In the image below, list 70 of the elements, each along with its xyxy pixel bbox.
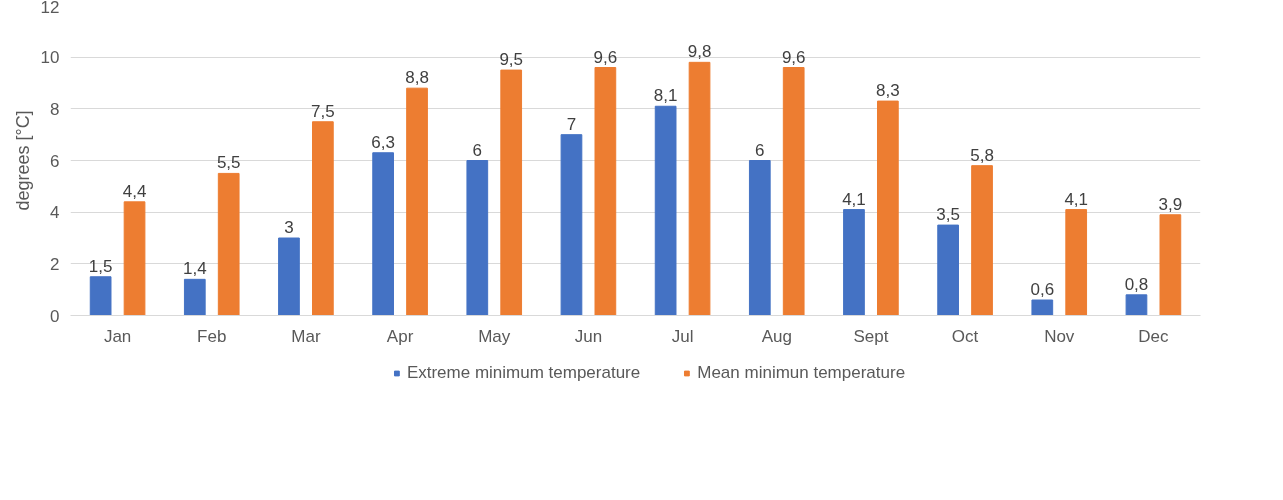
bar	[877, 100, 899, 316]
y-tick-label: 0	[50, 306, 60, 326]
x-tick-label: Dec	[1138, 326, 1170, 346]
x-tick-label: Sept	[853, 326, 889, 346]
bar	[594, 67, 617, 316]
bar	[843, 209, 865, 316]
data-label: 0,8	[1124, 274, 1149, 294]
x-tick-label: Feb	[197, 326, 227, 346]
legend-label: Extreme minimum temperature	[406, 363, 641, 383]
data-label: 8,8	[405, 68, 429, 88]
x-tick-label: May	[478, 326, 511, 346]
bar	[971, 165, 993, 316]
data-label: 4,1	[842, 189, 866, 209]
bar	[500, 69, 523, 316]
bar	[123, 201, 146, 316]
bar	[466, 160, 489, 316]
bar	[183, 278, 206, 316]
bar	[217, 172, 240, 316]
y-tick-label: 8	[50, 99, 60, 119]
data-label: 5,5	[216, 153, 241, 173]
data-label: 6	[755, 140, 765, 160]
bar	[748, 160, 771, 316]
bar	[937, 224, 959, 316]
x-tick-label: Aug	[761, 326, 792, 346]
bar	[406, 87, 428, 316]
data-label: 3,5	[936, 205, 960, 225]
bar	[1159, 214, 1182, 316]
bar	[278, 237, 300, 316]
data-label: 1,5	[88, 256, 113, 276]
bar	[560, 134, 583, 316]
y-tick-label: 10	[40, 48, 60, 68]
x-tick-label: Mar	[291, 326, 321, 346]
y-axis-title: degrees [°C]	[12, 110, 33, 211]
data-label: 8,3	[876, 81, 900, 101]
data-label: 8,1	[653, 86, 678, 106]
bar	[688, 61, 711, 316]
y-tick-label: 4	[50, 203, 60, 223]
data-label: 0,6	[1030, 280, 1055, 299]
data-label: 7,5	[311, 101, 335, 121]
data-label: 7	[566, 114, 577, 134]
data-label: 4,4	[122, 181, 147, 201]
x-tick-label: Apr	[386, 326, 414, 346]
bar	[1031, 299, 1054, 316]
bar	[1065, 209, 1088, 316]
data-label: 3	[284, 218, 294, 237]
bar	[782, 67, 805, 316]
legend-label: Mean minimun temperature	[697, 363, 906, 383]
data-label: 9,6	[781, 47, 806, 67]
x-tick-label: Nov	[1044, 326, 1075, 346]
x-tick-label: Jun	[574, 326, 603, 346]
data-label: 1,4	[182, 259, 207, 279]
x-tick-label: Jan	[103, 326, 132, 346]
y-tick-label: 2	[50, 254, 60, 274]
y-tick-label: 12	[40, 0, 60, 17]
data-label: 3,9	[1158, 194, 1183, 214]
data-label: 6,3	[371, 132, 395, 152]
data-label: 6	[472, 140, 483, 160]
bar	[312, 121, 334, 316]
bar	[654, 105, 677, 316]
y-tick-label: 6	[50, 151, 60, 171]
data-label: 5,8	[970, 145, 994, 165]
x-tick-label: Oct	[951, 326, 979, 346]
data-label: 9,8	[687, 42, 712, 62]
data-label: 9,6	[593, 47, 618, 67]
data-label: 9,5	[499, 50, 524, 70]
x-tick-label: Jul	[671, 326, 694, 346]
bar	[372, 152, 394, 316]
bar	[1125, 294, 1148, 316]
data-label: 4,1	[1064, 189, 1089, 209]
bar	[89, 276, 112, 316]
